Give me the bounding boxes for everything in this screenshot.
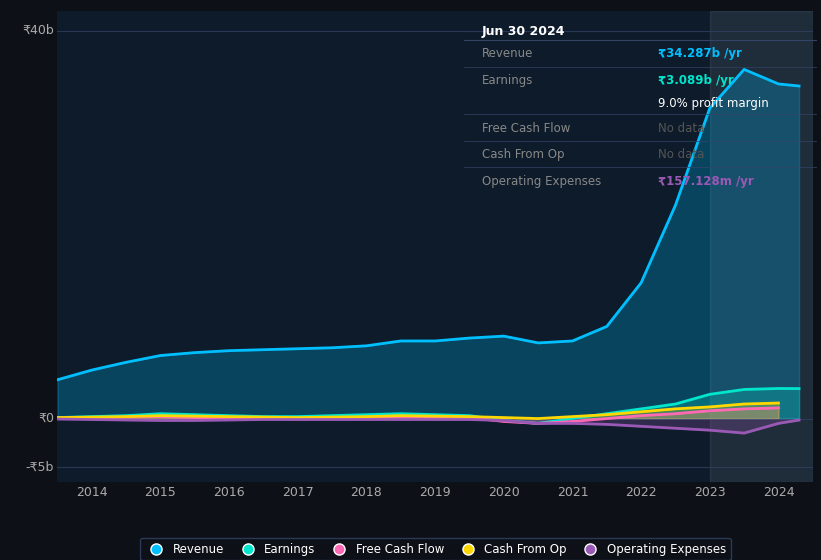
Text: Revenue: Revenue bbox=[481, 48, 533, 60]
Text: Jun 30 2024: Jun 30 2024 bbox=[481, 25, 565, 38]
Text: ₹40b: ₹40b bbox=[22, 24, 54, 37]
Text: Operating Expenses: Operating Expenses bbox=[481, 175, 601, 188]
Text: ₹0: ₹0 bbox=[38, 412, 54, 425]
Text: 9.0% profit margin: 9.0% profit margin bbox=[658, 97, 768, 110]
Bar bbox=[710, 11, 813, 482]
Text: Free Cash Flow: Free Cash Flow bbox=[481, 122, 570, 135]
Text: -₹5b: -₹5b bbox=[25, 460, 54, 474]
Text: Cash From Op: Cash From Op bbox=[481, 148, 564, 161]
Text: ₹157.128m /yr: ₹157.128m /yr bbox=[658, 175, 754, 188]
Text: ₹34.287b /yr: ₹34.287b /yr bbox=[658, 48, 742, 60]
Text: ₹3.089b /yr: ₹3.089b /yr bbox=[658, 74, 734, 87]
Text: No data: No data bbox=[658, 148, 704, 161]
Legend: Revenue, Earnings, Free Cash Flow, Cash From Op, Operating Expenses: Revenue, Earnings, Free Cash Flow, Cash … bbox=[140, 538, 731, 560]
Text: Earnings: Earnings bbox=[481, 74, 533, 87]
Text: No data: No data bbox=[658, 122, 704, 135]
